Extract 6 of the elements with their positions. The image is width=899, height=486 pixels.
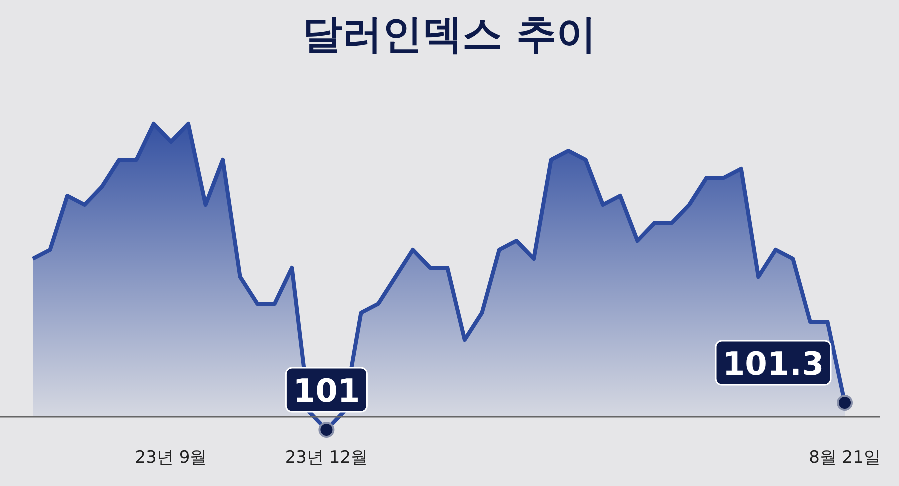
data-label: 101 <box>293 372 360 410</box>
x-tick: 8월 21일 <box>809 448 881 468</box>
x-tick: 23년 12월 <box>285 448 368 468</box>
title: 달러인덱스 추이 <box>302 12 596 58</box>
x-tick: 23년 9월 <box>135 448 208 468</box>
data-label: 101.3 <box>722 345 824 383</box>
